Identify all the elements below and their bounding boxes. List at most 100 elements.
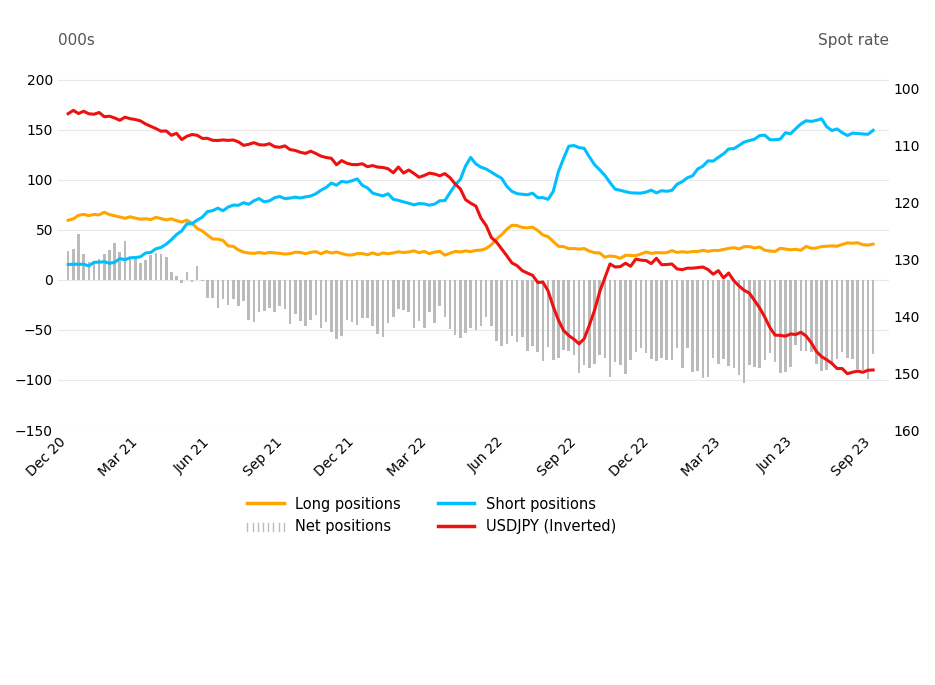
Bar	[129, 258, 132, 279]
Bar	[537, 279, 539, 352]
Bar	[144, 260, 147, 279]
Bar	[361, 279, 364, 319]
Bar	[191, 279, 194, 282]
Bar	[598, 279, 601, 355]
Bar	[867, 279, 870, 379]
Bar	[547, 279, 550, 347]
Bar	[227, 279, 229, 305]
Bar	[578, 279, 581, 373]
Bar	[805, 279, 807, 351]
Bar	[506, 279, 508, 344]
Bar	[531, 279, 534, 347]
Bar	[119, 252, 121, 279]
Bar	[789, 279, 792, 366]
Bar	[258, 279, 260, 312]
Bar	[289, 279, 292, 323]
Legend: Long positions, Net positions, Short positions, USDJPY (Inverted): Long positions, Net positions, Short pos…	[248, 497, 616, 534]
Bar	[851, 279, 854, 359]
Bar	[500, 279, 503, 347]
Bar	[480, 279, 482, 325]
Bar	[309, 279, 312, 320]
Bar	[707, 279, 710, 377]
Bar	[846, 279, 849, 358]
Bar	[381, 279, 384, 337]
Bar	[336, 279, 338, 339]
Bar	[150, 255, 152, 279]
Bar	[516, 279, 518, 342]
Bar	[356, 279, 358, 325]
Bar	[604, 279, 606, 358]
Bar	[78, 234, 79, 279]
Bar	[72, 249, 75, 279]
Bar	[625, 279, 626, 373]
Bar	[211, 279, 214, 298]
Bar	[562, 279, 565, 349]
Bar	[670, 279, 673, 360]
Bar	[340, 279, 343, 336]
Bar	[217, 279, 219, 308]
Bar	[82, 254, 85, 279]
Bar	[453, 279, 456, 335]
Bar	[134, 257, 137, 279]
Bar	[402, 279, 405, 310]
Bar	[185, 273, 188, 279]
Bar	[732, 279, 735, 369]
Bar	[371, 279, 374, 326]
Bar	[103, 253, 106, 279]
Bar	[387, 279, 389, 323]
Bar	[748, 279, 751, 365]
Bar	[237, 279, 239, 306]
Bar	[279, 279, 281, 306]
Bar	[123, 241, 126, 279]
Bar	[485, 279, 487, 316]
Bar	[754, 279, 755, 367]
Bar	[557, 279, 560, 358]
Bar	[397, 279, 400, 309]
Bar	[614, 279, 616, 362]
Bar	[475, 279, 477, 330]
Bar	[697, 279, 699, 371]
Bar	[552, 279, 554, 360]
Bar	[764, 279, 766, 360]
Bar	[686, 279, 689, 347]
Bar	[609, 279, 611, 377]
Bar	[449, 279, 452, 329]
Bar	[428, 279, 431, 312]
Bar	[113, 242, 116, 279]
Bar	[423, 279, 425, 327]
Bar	[743, 279, 745, 384]
Bar	[738, 279, 741, 375]
Bar	[433, 279, 436, 323]
Bar	[541, 279, 544, 362]
Bar	[511, 279, 513, 336]
Bar	[836, 279, 839, 359]
Bar	[248, 279, 250, 320]
Bar	[439, 279, 441, 306]
Bar	[619, 279, 622, 364]
Bar	[717, 279, 720, 364]
Bar	[830, 279, 833, 364]
Bar	[568, 279, 570, 351]
Bar	[871, 279, 874, 354]
Bar	[758, 279, 761, 368]
Text: 000s: 000s	[58, 34, 94, 49]
Bar	[139, 263, 142, 279]
Bar	[154, 253, 157, 279]
Bar	[655, 279, 657, 362]
Bar	[418, 279, 421, 321]
Bar	[490, 279, 493, 326]
Bar	[826, 279, 828, 370]
Bar	[346, 279, 348, 321]
Bar	[93, 262, 95, 279]
Bar	[294, 279, 296, 314]
Bar	[304, 279, 307, 326]
Bar	[784, 279, 786, 372]
Bar	[175, 276, 178, 279]
Bar	[521, 279, 524, 338]
Bar	[273, 279, 276, 312]
Bar	[98, 259, 100, 279]
Bar	[640, 279, 642, 348]
Bar	[496, 279, 497, 341]
Bar	[330, 279, 333, 332]
Bar	[779, 279, 782, 373]
